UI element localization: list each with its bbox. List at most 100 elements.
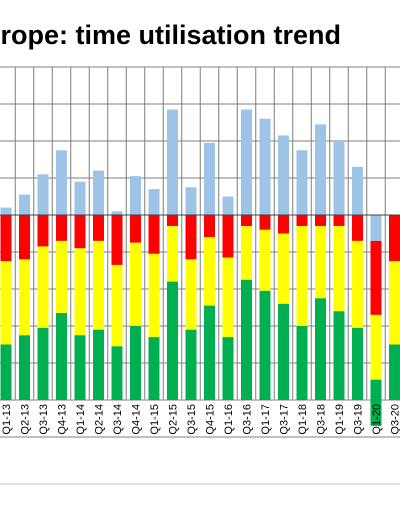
bar-segment — [19, 194, 30, 215]
bar-segment — [0, 207, 12, 215]
bar-segment — [222, 337, 234, 400]
bar-segment — [241, 226, 252, 280]
bar-segment — [130, 326, 141, 400]
bar-segment — [167, 226, 178, 282]
bar-segment — [259, 118, 271, 215]
bar-segment — [167, 109, 178, 215]
bar-segment — [130, 176, 141, 215]
bar-segment — [278, 135, 289, 215]
bar-segment — [241, 279, 252, 400]
bar-segment — [222, 257, 234, 338]
x-tick-label: Q1-16 — [223, 404, 235, 435]
bar-segment — [278, 303, 289, 400]
bar-segment — [296, 150, 308, 215]
bar-segment — [74, 181, 86, 215]
bar-segment — [370, 215, 382, 241]
bar-segment — [204, 215, 215, 238]
x-tick-label: Q1-13 — [1, 404, 13, 435]
bar-segment — [315, 298, 326, 400]
x-tick-label: Q3-14 — [112, 404, 124, 435]
bar-segment — [278, 233, 289, 304]
bar-segment — [259, 215, 271, 230]
x-tick-label: Q3-20 — [390, 404, 400, 435]
bar-segment — [333, 215, 345, 227]
x-tick-label: Q3-15 — [186, 404, 198, 435]
bar-segment — [333, 226, 345, 312]
bar-segment — [56, 240, 67, 314]
x-tick-label: Q3-16 — [242, 404, 254, 435]
bar-segment — [148, 337, 160, 400]
bar-segment — [74, 335, 86, 400]
chart-title: Europe: time utilisation trend — [0, 20, 341, 50]
bar-segment — [167, 281, 178, 400]
x-tick-label: Q4-13 — [57, 404, 69, 435]
bar-segment — [296, 326, 308, 400]
bar-segment — [74, 248, 86, 336]
bar-segment — [241, 215, 252, 227]
bar-segment — [130, 215, 141, 243]
bar-segment — [185, 187, 197, 215]
bar-segment — [19, 335, 30, 400]
bar-segment — [315, 124, 326, 215]
bar-segment — [333, 141, 345, 215]
x-tick-label: Q1-20 — [371, 404, 383, 435]
bar-segment — [315, 226, 326, 299]
bar-segment — [333, 311, 345, 400]
bar-segment — [111, 215, 123, 265]
bar-segment — [315, 215, 326, 227]
bar-segment — [259, 229, 271, 291]
bar-segment — [56, 150, 67, 215]
bar-segment — [389, 261, 400, 345]
x-tick-label: Q2-15 — [168, 404, 180, 435]
bar-segment — [37, 215, 49, 247]
bar-segment — [370, 240, 382, 315]
bar-segment — [93, 329, 104, 400]
bar-segment — [111, 264, 123, 347]
bar-segment — [93, 215, 104, 241]
bar-segment — [74, 215, 86, 249]
bar-segment — [56, 215, 67, 241]
x-tick-label: Q4-15 — [205, 404, 217, 435]
x-tick-label: Q4-14 — [131, 404, 143, 435]
x-tick-label: Q3-17 — [279, 404, 291, 435]
bar-segment — [204, 237, 215, 306]
x-tick-label: Q3-13 — [38, 404, 50, 435]
bar-segment — [19, 259, 30, 336]
bar-segment — [296, 215, 308, 227]
bar-segment — [278, 215, 289, 234]
bar-segment — [148, 215, 160, 254]
bar-segment — [185, 215, 197, 260]
bar-segment — [0, 344, 12, 400]
x-tick-label: Q1-18 — [297, 404, 309, 435]
bar-segment — [93, 240, 104, 330]
bar-segment — [370, 314, 382, 380]
bar-segment — [352, 240, 363, 328]
x-tick-label: Q1-19 — [334, 404, 346, 435]
bar-segment — [56, 313, 67, 400]
bar-segment — [352, 166, 363, 215]
bar-segment — [296, 226, 308, 326]
bar-segment — [93, 170, 104, 215]
x-tick-label: Q3-19 — [353, 404, 365, 435]
bar-segment — [259, 290, 271, 400]
x-tick-label: Q1-17 — [260, 404, 272, 435]
bar-segment — [370, 379, 382, 426]
bar-segment — [111, 346, 123, 400]
bar-segment — [148, 189, 160, 215]
bar-segment — [111, 211, 123, 215]
bar-segment — [222, 196, 234, 215]
bar-segment — [167, 215, 178, 227]
bar-segment — [204, 142, 215, 215]
bar-segment — [148, 253, 160, 338]
bar-segment — [204, 305, 215, 400]
bar-segment — [352, 327, 363, 400]
x-tick-label: Q2-13 — [20, 404, 32, 435]
bar-segment — [352, 215, 363, 241]
bar-segment — [19, 215, 30, 260]
bar-segment — [222, 215, 234, 258]
bar-segment — [37, 246, 49, 328]
bar-segment — [0, 261, 12, 345]
bar-segment — [0, 215, 12, 262]
bar-segment — [37, 327, 49, 400]
